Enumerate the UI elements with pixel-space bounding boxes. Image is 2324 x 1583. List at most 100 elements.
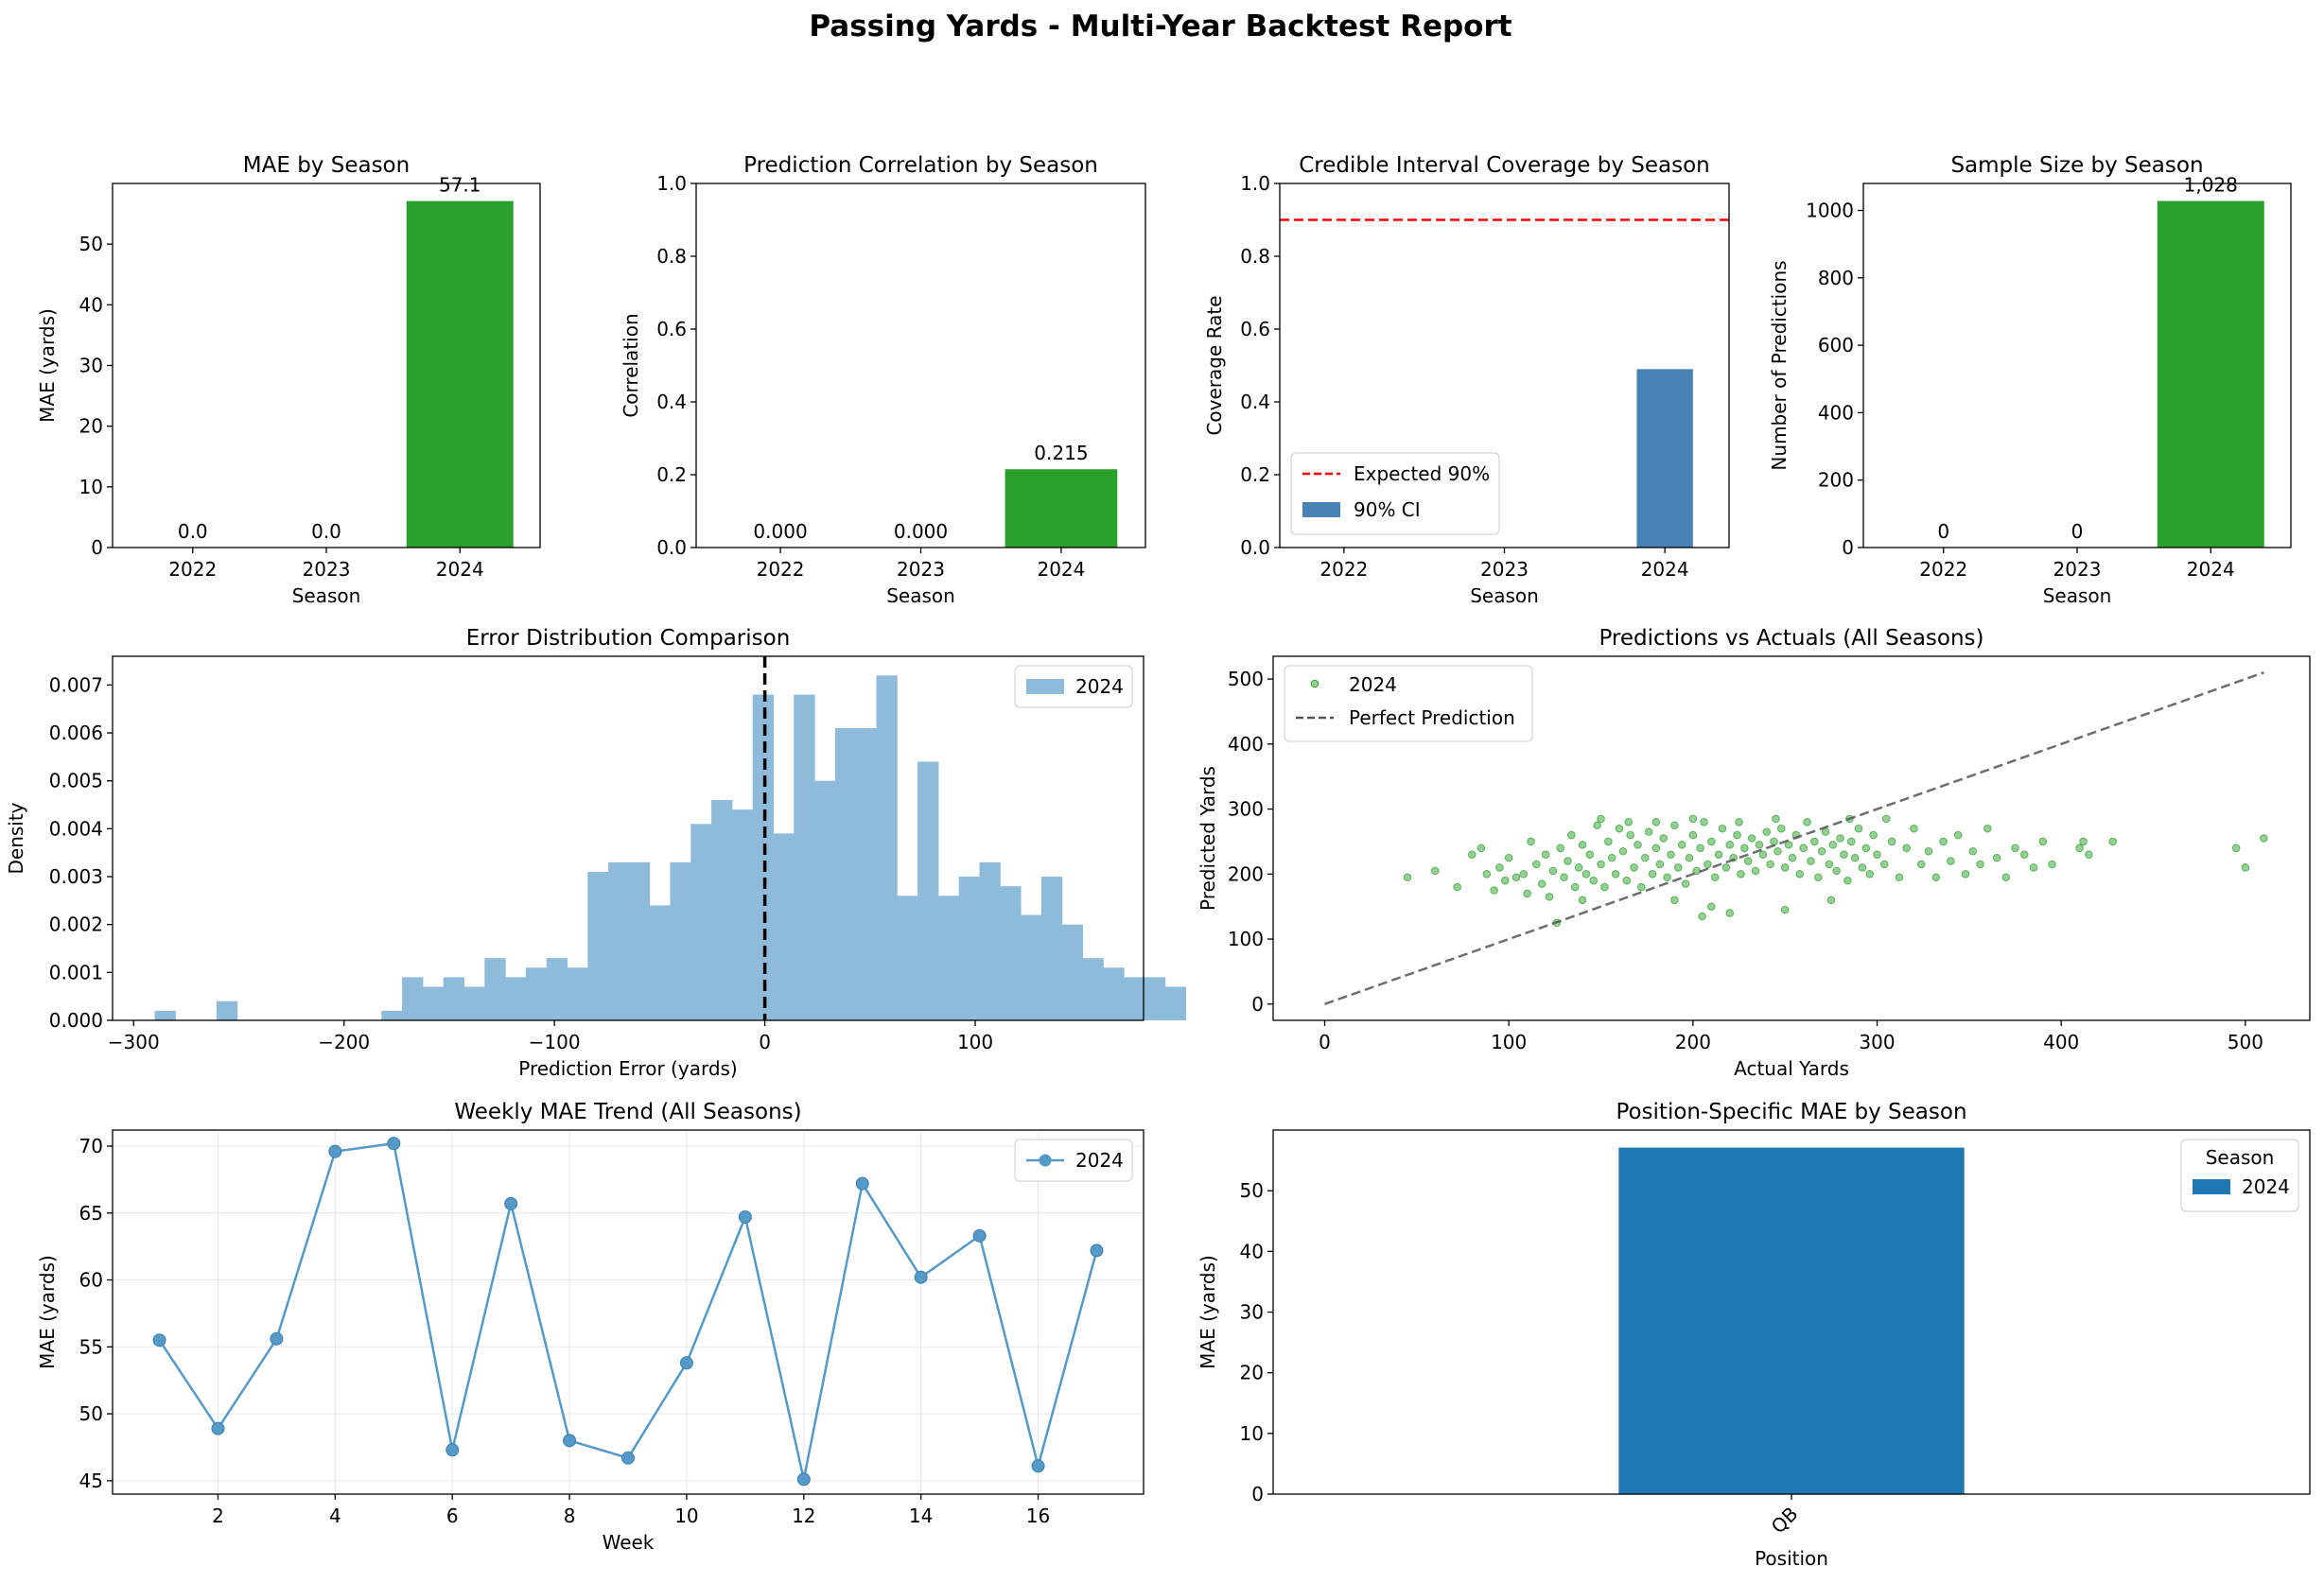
scatter-point bbox=[1780, 905, 1790, 914]
scatter-point bbox=[1735, 818, 1743, 826]
corr-data-label: 0.000 bbox=[894, 520, 948, 543]
hist-bin bbox=[381, 1010, 403, 1020]
weekly-chart: Weekly MAE Trend (All Seasons) Week MAE (y… bbox=[36, 1100, 1145, 1554]
position-ytick-label: 20 bbox=[1240, 1362, 1264, 1384]
scatter-point bbox=[1648, 870, 1657, 878]
hist-xtick-label: −100 bbox=[529, 1031, 581, 1053]
corr-ytick-label: 1.0 bbox=[656, 172, 687, 195]
coverage-xtick-label: 2022 bbox=[1319, 558, 1368, 581]
scatter-point bbox=[1670, 896, 1679, 905]
corr-data-label: 0.215 bbox=[1034, 442, 1088, 464]
mae-ylabel: MAE (yards) bbox=[36, 308, 59, 423]
hist-bin bbox=[876, 675, 898, 1020]
mae-title: MAE by Season bbox=[243, 153, 410, 178]
scatter-point bbox=[1663, 873, 1671, 882]
hist-bin bbox=[937, 896, 960, 1020]
weekly-mae-point bbox=[914, 1270, 928, 1284]
scatter-xtick-label: 500 bbox=[2228, 1031, 2263, 1053]
hist-bin bbox=[402, 977, 424, 1020]
hist-bin bbox=[443, 977, 464, 1020]
samples-ytick-label: 400 bbox=[1818, 401, 1854, 424]
scatter-ytick-label: 400 bbox=[1228, 733, 1264, 756]
scatter-point bbox=[1770, 837, 1778, 846]
samples-xtick-label: 2024 bbox=[2187, 558, 2235, 581]
scatter-point bbox=[1707, 837, 1716, 846]
hist-ytick-label: 0.001 bbox=[49, 961, 103, 983]
scatter-point bbox=[1681, 879, 1690, 888]
scatter-point bbox=[1495, 863, 1504, 872]
scatter-legend: 2024 Perfect Prediction bbox=[1284, 665, 1533, 742]
scatter-point bbox=[1840, 850, 1848, 859]
corr-ylabel: Correlation bbox=[620, 313, 642, 417]
scatter-point bbox=[1622, 876, 1632, 885]
hist-bin bbox=[1124, 977, 1145, 1020]
scatter-xtick-label: 400 bbox=[2043, 1031, 2079, 1053]
corr-data-label: 0.000 bbox=[753, 520, 807, 543]
scatter-point bbox=[1527, 837, 1535, 846]
scatter-point bbox=[1615, 824, 1624, 833]
scatter-point bbox=[1788, 853, 1797, 862]
hist-xtick-label: 0 bbox=[759, 1031, 771, 1053]
scatter-point bbox=[1828, 841, 1838, 849]
scatter-point bbox=[1737, 870, 1745, 878]
legend-label-ci: 90% CI bbox=[1354, 498, 1421, 521]
samples-chart: Sample Size by Season Season Number of Pre… bbox=[1768, 153, 2292, 607]
scatter-point bbox=[1707, 902, 1716, 911]
position-ytick-label: 40 bbox=[1240, 1240, 1264, 1262]
position-ytick-label: 30 bbox=[1240, 1301, 1264, 1324]
mae-xtick-label: 2022 bbox=[168, 558, 217, 581]
scatter-xtick-label: 0 bbox=[1319, 1031, 1331, 1053]
hist-bin bbox=[608, 861, 630, 1020]
scatter-point bbox=[1902, 844, 1911, 853]
hist-xtick-label: −200 bbox=[318, 1031, 370, 1053]
corr-ytick-label: 0.6 bbox=[656, 318, 687, 340]
corr-ytick-label: 0.8 bbox=[656, 245, 687, 268]
hist-bin bbox=[958, 877, 980, 1020]
scatter-point bbox=[1836, 834, 1844, 843]
mae-xtick-label: 2024 bbox=[436, 558, 484, 581]
corr-ytick-label: 0.0 bbox=[656, 536, 687, 559]
hist-bin bbox=[855, 727, 877, 1020]
legend-label-2024: 2024 bbox=[2242, 1175, 2290, 1198]
scatter-point bbox=[1939, 837, 1948, 846]
scatter-xlabel: Actual Yards bbox=[1734, 1057, 1849, 1080]
scatter-point bbox=[1578, 841, 1587, 849]
weekly-xtick-label: 8 bbox=[564, 1505, 576, 1527]
weekly-mae-point bbox=[796, 1472, 811, 1487]
position-title: Position-Specific MAE by Season bbox=[1616, 1100, 1966, 1124]
scatter-ylabel: Predicted Yards bbox=[1197, 766, 1219, 911]
hist-ytick-label: 0.003 bbox=[49, 865, 103, 888]
samples-data-label: 1,028 bbox=[2184, 174, 2238, 197]
scatter-point bbox=[1659, 834, 1669, 843]
samples-data-label: 0 bbox=[1937, 520, 1949, 543]
weekly-mae-point bbox=[387, 1137, 401, 1151]
mae-ytick-label: 30 bbox=[79, 355, 103, 377]
hist-bin bbox=[711, 799, 733, 1020]
weekly-ytick-label: 45 bbox=[79, 1470, 103, 1492]
hist-bin bbox=[670, 861, 691, 1020]
weekly-mae-point bbox=[1031, 1459, 1045, 1473]
scatter-point bbox=[1578, 896, 1587, 905]
legend-box bbox=[1014, 665, 1133, 708]
scatter-point bbox=[1931, 873, 1941, 882]
hist-bin bbox=[979, 861, 1001, 1020]
hist-bin bbox=[1082, 958, 1104, 1020]
hist-bin bbox=[649, 905, 671, 1020]
hist-frame bbox=[112, 655, 1145, 1021]
scatter-point bbox=[1758, 850, 1768, 859]
scatter-point bbox=[1714, 850, 1723, 859]
scatter-point bbox=[1721, 863, 1731, 872]
scatter-point bbox=[1873, 850, 1881, 859]
scatter-point bbox=[1774, 846, 1782, 856]
scatter-point bbox=[1807, 857, 1815, 865]
scatter-point bbox=[1574, 863, 1583, 872]
scatter-xtick-label: 200 bbox=[1675, 1031, 1711, 1053]
scatter-point bbox=[1751, 866, 1760, 876]
coverage-ylabel: Coverage Rate bbox=[1203, 295, 1226, 435]
scatter-point bbox=[1604, 837, 1613, 846]
scatter-point bbox=[1519, 870, 1529, 878]
weekly-xtick-label: 4 bbox=[329, 1505, 341, 1527]
scatter-point bbox=[1500, 876, 1510, 885]
